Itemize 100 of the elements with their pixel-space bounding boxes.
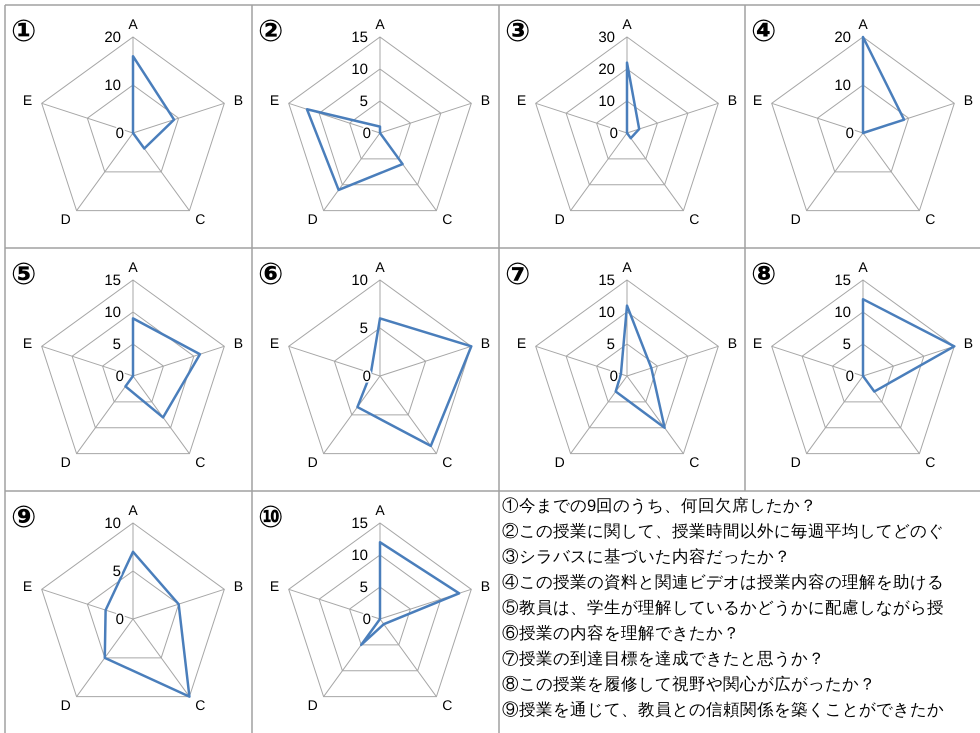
spoke-label: E — [752, 92, 762, 108]
chart-title: ① — [11, 14, 36, 49]
chart-title: ⑩ — [258, 500, 284, 535]
y-tick-label: 5 — [360, 93, 368, 110]
spoke-label: D — [60, 210, 71, 227]
spoke-label: C — [195, 696, 206, 713]
spoke-label: A — [375, 502, 386, 518]
chart-title: ⑨ — [11, 500, 36, 535]
text: ⑤教員は、学生が理解しているかどうかに配慮しながら授 — [502, 598, 944, 617]
spoke-label: B — [728, 92, 738, 108]
spoke-label: E — [22, 578, 32, 594]
y-tick-label: 15 — [104, 272, 121, 289]
text: ①今までの9回のうち、何回欠席したか？ — [502, 496, 818, 515]
spoke-label: E — [270, 335, 280, 352]
spoke-label: D — [554, 454, 565, 470]
y-tick-label: 10 — [598, 304, 615, 321]
spoke-label: B — [234, 92, 244, 108]
y-tick-label: 5 — [112, 563, 121, 580]
spoke-label: C — [689, 454, 700, 470]
spoke-label: D — [790, 454, 801, 470]
y-tick-label: 15 — [351, 515, 368, 532]
y-tick-label: 5 — [112, 336, 121, 353]
spoke-label: E — [22, 335, 32, 352]
y-tick-label: 10 — [834, 77, 851, 94]
text: ②この授業に関して、授業時間以外に毎週平均してどのぐ — [502, 522, 944, 540]
spoke-label: D — [790, 210, 801, 227]
spoke-label: D — [308, 454, 318, 470]
spoke-label: A — [858, 259, 868, 275]
y-tick-label: 0 — [362, 611, 371, 628]
chart-title: ③ — [505, 14, 530, 49]
y-tick-label: 0 — [116, 125, 124, 142]
y-tick-label: 10 — [351, 61, 368, 78]
spoke-label: B — [234, 335, 244, 352]
y-tick-label: 10 — [351, 547, 368, 564]
text: ⑥授業の内容を理解できたか？ — [502, 624, 740, 642]
spoke-label: B — [964, 92, 974, 108]
spoke-label: A — [858, 16, 868, 32]
spoke-label: E — [270, 578, 280, 594]
spoke-label: E — [22, 92, 32, 108]
text: ⑨授業を通じて、教員との信頼関係を築くことができたか — [502, 700, 944, 719]
y-tick-label: 20 — [104, 29, 121, 46]
y-tick-label: 10 — [834, 304, 851, 321]
text: ⑦授業の到達目標を達成できたと思うか？ — [502, 649, 825, 668]
spoke-label: D — [60, 696, 71, 713]
spoke-label: A — [622, 16, 632, 32]
spoke-label: C — [689, 210, 700, 227]
spoke-label: A — [128, 259, 138, 275]
spoke-label: B — [480, 578, 490, 594]
y-tick-label: 0 — [116, 368, 124, 385]
spoke-label: A — [622, 259, 632, 275]
y-tick-label: 10 — [598, 93, 615, 110]
y-tick-label: 0 — [846, 125, 854, 142]
y-tick-label: 5 — [606, 336, 615, 353]
y-tick-label: 15 — [598, 272, 615, 289]
spoke-label: C — [442, 454, 452, 470]
chart-title: ② — [258, 14, 284, 49]
spoke-label: B — [234, 578, 244, 594]
spoke-label: D — [308, 696, 318, 713]
y-tick-label: 15 — [834, 272, 851, 289]
spoke-label: E — [270, 92, 280, 108]
spoke-label: E — [516, 92, 526, 108]
spoke-label: D — [308, 210, 318, 227]
chart-title: ⑧ — [751, 257, 776, 292]
spoke-label: D — [60, 454, 71, 470]
chart-title: ⑤ — [11, 257, 36, 292]
chart-title: ⑦ — [505, 257, 530, 292]
y-tick-label: 5 — [842, 336, 851, 353]
spoke-label: B — [964, 335, 974, 352]
y-tick-label: 20 — [834, 29, 851, 46]
y-tick-label: 10 — [104, 515, 121, 532]
spoke-label: B — [480, 92, 490, 108]
y-tick-label: 0 — [846, 368, 854, 385]
spoke-label: C — [195, 210, 206, 227]
spoke-label: A — [128, 16, 138, 32]
spoke-label: A — [128, 502, 138, 518]
y-tick-label: 0 — [610, 368, 618, 385]
y-tick-label: 20 — [598, 61, 615, 78]
y-tick-label: 5 — [360, 320, 368, 337]
spoke-label: D — [554, 210, 565, 227]
spoke-label: E — [752, 335, 762, 352]
y-tick-label: 10 — [351, 272, 368, 289]
spoke-label: C — [925, 210, 936, 227]
text: ⑧この授業を履修して視野や関心が広がったか？ — [502, 674, 876, 694]
spoke-label: C — [442, 696, 452, 713]
chart-title: ⑥ — [258, 257, 284, 292]
chart-title: ④ — [751, 14, 776, 49]
spoke-label: C — [195, 454, 206, 470]
spoke-label: C — [925, 454, 936, 470]
spoke-label: B — [728, 335, 738, 352]
y-tick-label: 5 — [360, 579, 368, 596]
y-tick-label: 0 — [362, 125, 371, 142]
text: ③シラバスに基づいた内容だったか？ — [502, 547, 791, 566]
spoke-label: A — [375, 259, 386, 275]
spoke-label: A — [375, 16, 386, 32]
text: ④この授業の資料と関連ビデオは授業内容の理解を助ける — [502, 572, 944, 592]
y-tick-label: 10 — [104, 304, 121, 321]
y-tick-label: 30 — [598, 29, 615, 46]
y-tick-label: 0 — [116, 611, 124, 628]
y-tick-label: 15 — [351, 29, 368, 46]
y-tick-label: 10 — [104, 77, 121, 94]
